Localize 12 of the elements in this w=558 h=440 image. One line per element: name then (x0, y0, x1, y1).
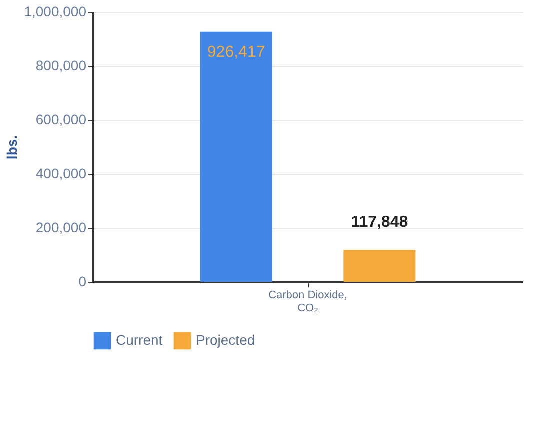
y-tick-label: 1,000,000 (24, 4, 87, 20)
legend-label: Projected (196, 332, 256, 348)
legend-label: Current (116, 332, 163, 348)
y-axis-title: lbs. (4, 135, 20, 160)
data-label: 926,417 (207, 44, 266, 61)
y-tick-label: 0 (78, 274, 87, 290)
data-label: 117,848 (351, 214, 408, 232)
y-tick-label: 400,000 (36, 166, 87, 182)
y-tick-label: 800,000 (36, 58, 87, 74)
y-tick-label: 600,000 (36, 112, 87, 128)
y-tick-label: 200,000 (36, 220, 87, 236)
x-tick-label: Carbon Dioxide, CO₂ (268, 290, 348, 314)
